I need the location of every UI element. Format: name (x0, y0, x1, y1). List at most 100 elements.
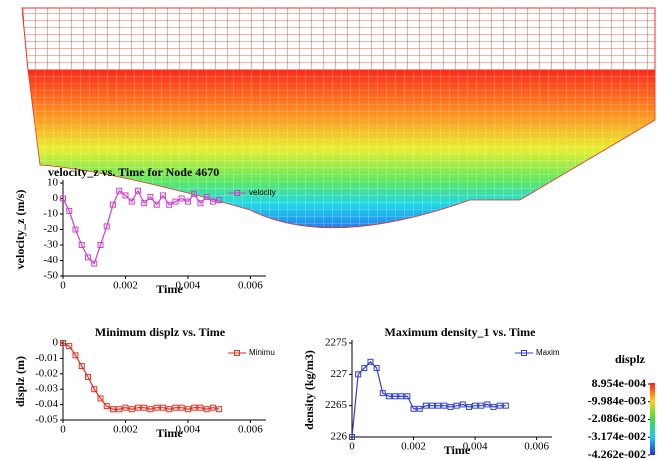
point-marker (453, 402, 460, 409)
point-marker (373, 365, 380, 372)
point-marker (103, 223, 110, 230)
colorbar (650, 383, 655, 455)
x-axis-label: Time (156, 282, 183, 296)
point-marker (465, 403, 472, 410)
x-tick-label: 0.002 (113, 424, 138, 436)
point-marker (134, 187, 141, 194)
legend-label: Minimu (249, 348, 275, 357)
point-marker (184, 198, 191, 205)
point-marker (122, 192, 129, 199)
point-marker (484, 401, 491, 408)
point-marker (141, 200, 148, 207)
colorbar-title: displz (615, 352, 646, 366)
point-marker (216, 197, 223, 204)
colorbar-label: -9.984e-003 (588, 394, 646, 408)
y-tick-label: 0 (53, 192, 59, 204)
point-marker (172, 404, 179, 411)
chart-title: velocity_z vs. Time for Node 4670 (48, 165, 219, 179)
y-tick-label: -0.01 (35, 352, 58, 364)
y-axis-label: density (kg/m3) (302, 350, 316, 430)
point-marker (141, 404, 148, 411)
point-marker (478, 402, 485, 409)
point-marker (361, 365, 368, 372)
point-marker (78, 242, 85, 248)
x-tick-label: 0 (349, 441, 355, 453)
chart-title: Minimum displz vs. Time (95, 325, 226, 339)
legend-marker (234, 190, 240, 196)
point-marker (103, 403, 110, 410)
point-marker (116, 406, 123, 413)
point-marker (153, 404, 160, 411)
point-marker (416, 405, 423, 412)
y-axis-label: velocity_z (m/s) (13, 190, 27, 270)
point-marker (72, 352, 79, 359)
series-line (351, 360, 506, 438)
x-tick-label: 0 (60, 280, 66, 292)
colorbar-label: 8.954e-004 (592, 376, 646, 390)
point-marker (128, 198, 135, 205)
point-marker (379, 390, 386, 397)
x-tick-label: 0.006 (238, 280, 263, 292)
point-marker (392, 393, 399, 400)
y-tick-label: -40 (43, 254, 58, 266)
chart-title: Maximum density_1 vs. Time (385, 325, 537, 339)
point-marker (441, 402, 448, 409)
point-marker (128, 406, 135, 413)
point-marker (209, 404, 216, 411)
x-tick-label: 0.004 (463, 441, 488, 453)
y-tick-label: -0.04 (35, 398, 58, 410)
point-marker (178, 404, 185, 411)
point-marker (60, 195, 66, 202)
point-marker (404, 393, 411, 400)
point-marker (209, 198, 216, 205)
point-marker (66, 207, 73, 214)
point-marker (91, 260, 98, 267)
point-marker (78, 363, 85, 370)
y-tick-label: 2275 (325, 337, 348, 349)
point-marker (197, 404, 204, 411)
x-axis-label: Time (444, 443, 471, 457)
point-marker (66, 343, 73, 350)
point-marker (502, 402, 509, 409)
point-marker (367, 358, 374, 365)
x-tick-label: 0.002 (401, 441, 426, 453)
point-marker (159, 404, 166, 411)
y-tick-label: -20 (43, 223, 58, 235)
x-tick-label: 0.002 (113, 280, 138, 292)
y-axis-label: displz (m) (13, 356, 27, 407)
legend-marker (521, 350, 527, 356)
point-marker (122, 404, 129, 411)
y-tick-label: -0.02 (35, 367, 58, 379)
point-marker (385, 393, 392, 400)
y-tick-label: 226 (331, 431, 348, 443)
point-marker (147, 406, 154, 413)
x-tick-label: 0.006 (238, 424, 263, 436)
x-tick-label: 0.006 (524, 441, 549, 453)
point-marker (398, 393, 405, 400)
point-marker (153, 201, 160, 208)
point-marker (184, 406, 191, 413)
mesh (21, 7, 656, 229)
point-marker (191, 404, 198, 411)
point-marker (472, 402, 479, 409)
point-marker (203, 406, 210, 413)
point-marker (84, 373, 91, 380)
colorbar-label: -2.086e-002 (588, 411, 646, 425)
series-line (62, 342, 220, 410)
colorbar-label: -3.174e-002 (588, 429, 646, 443)
point-marker (109, 406, 116, 413)
point-marker (429, 402, 435, 409)
point-marker (203, 193, 210, 200)
point-marker (355, 371, 362, 378)
legend-label: velocity (249, 188, 276, 197)
x-axis-label: Time (156, 426, 183, 440)
y-tick-label: 10 (47, 177, 59, 189)
point-marker (496, 402, 503, 409)
point-marker (147, 193, 154, 200)
y-tick-label: -10 (43, 208, 58, 220)
point-marker (166, 201, 173, 208)
series-line (62, 189, 220, 265)
y-tick-label: -30 (43, 239, 58, 251)
point-marker (116, 187, 123, 194)
